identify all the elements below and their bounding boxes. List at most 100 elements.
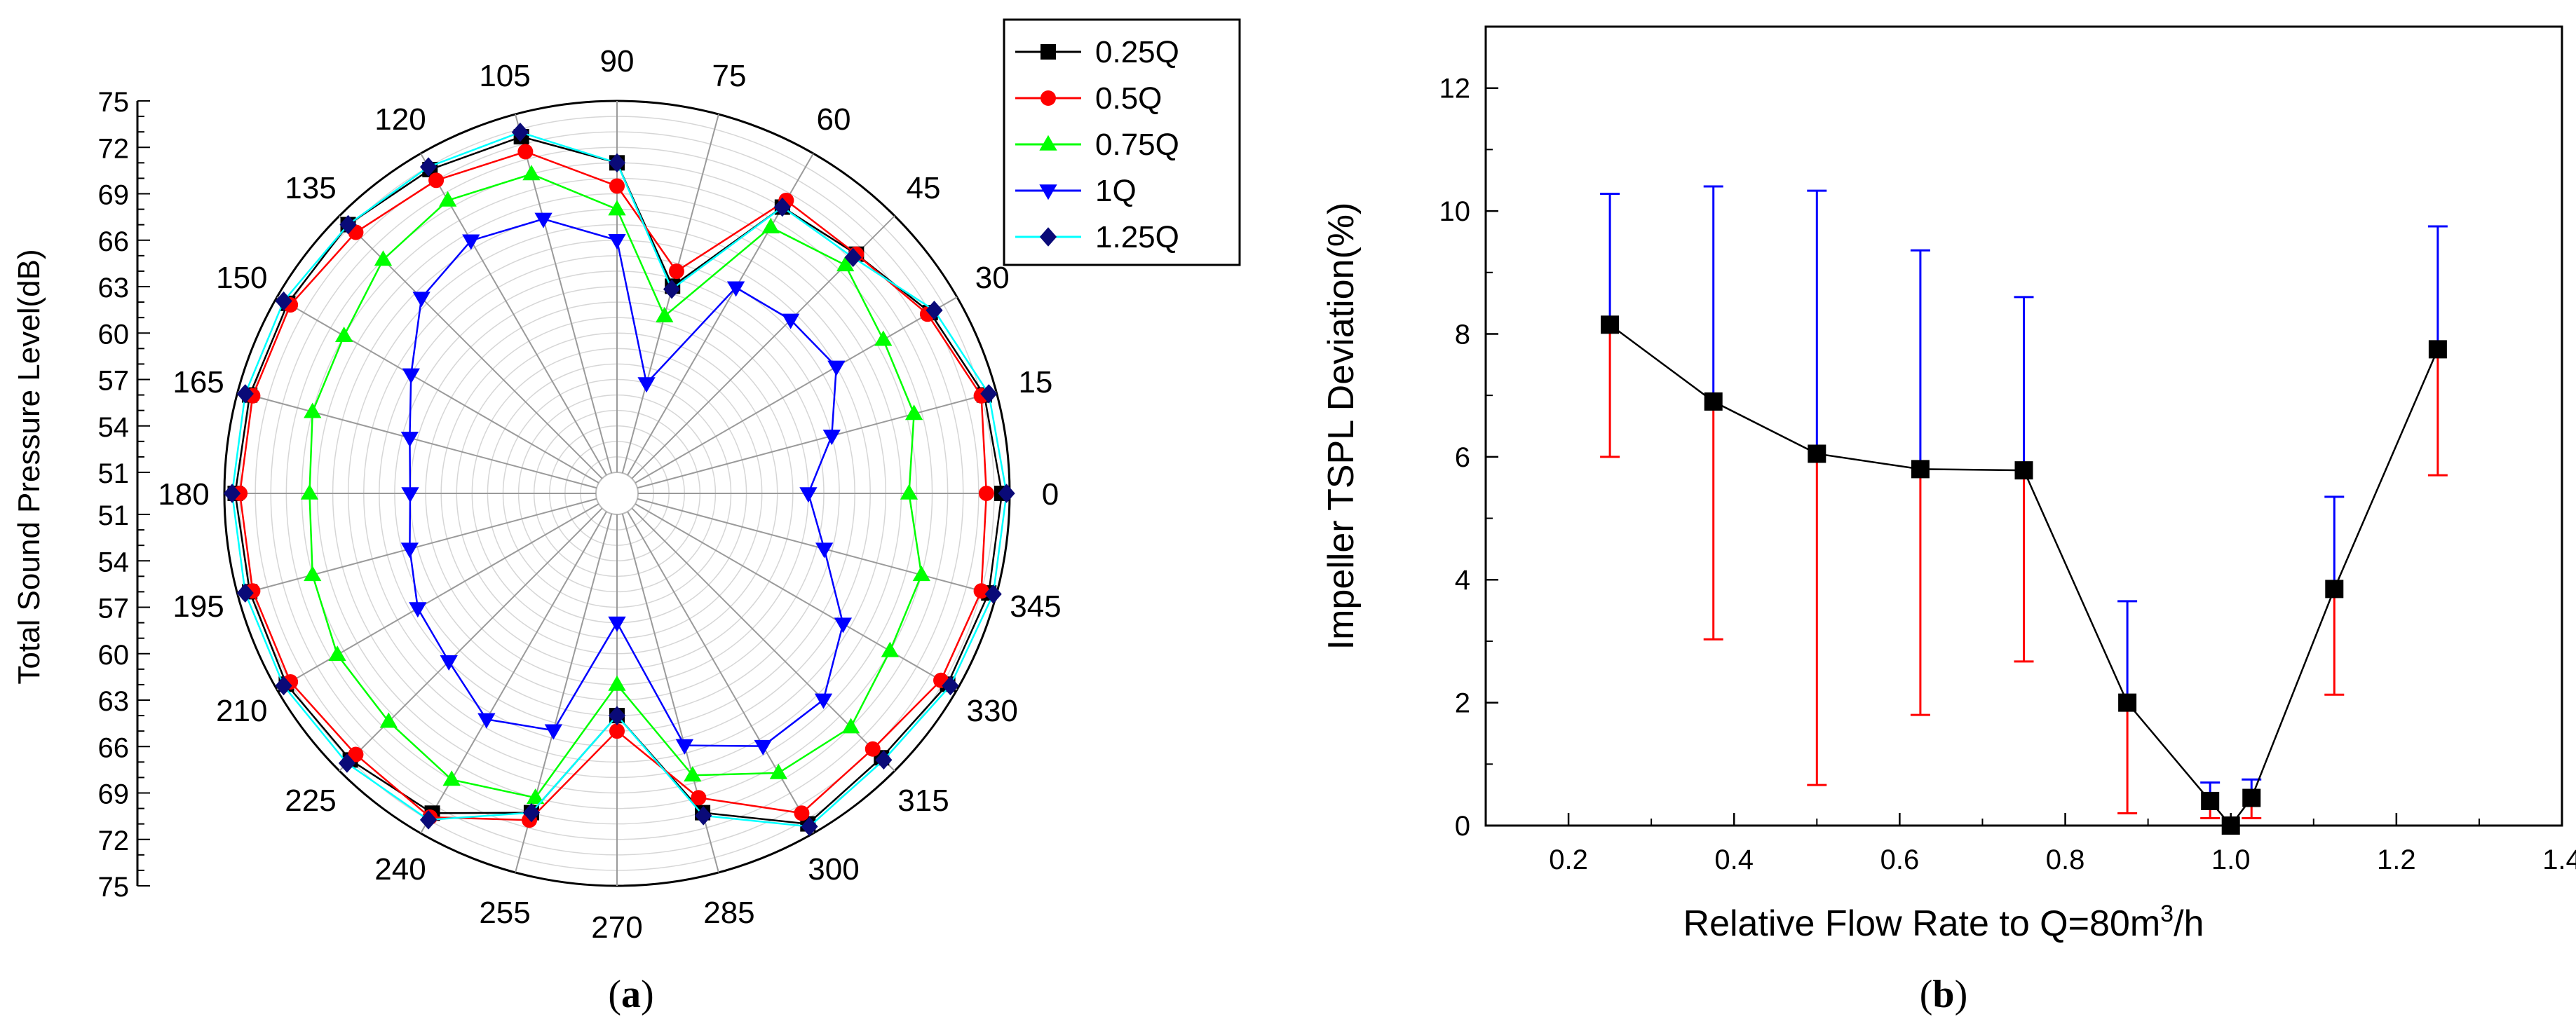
data-point <box>781 313 800 329</box>
y-tick-label: 12 <box>1439 74 1471 104</box>
error-bar-lower <box>1703 401 1723 641</box>
radial-tick-label: 66 <box>98 732 130 763</box>
angle-labels: 0 15 30 45 60 75 90 105 120 135 150 165 180 195 210 225… <box>158 44 1061 945</box>
angle-tick-label: 345 <box>1010 589 1061 624</box>
data-point <box>836 256 855 272</box>
data-point <box>608 616 626 632</box>
radial-axis: 51 51 54 54 57 57 60 60 63 63 66 66 69 69 72 72 75 75 <box>98 87 150 903</box>
data-point <box>769 763 787 779</box>
data-point <box>942 676 959 696</box>
data-point <box>534 212 553 228</box>
polar-spoke <box>237 391 597 489</box>
data-point <box>236 384 254 404</box>
data-point <box>875 750 893 770</box>
data-point <box>827 360 846 376</box>
radial-tick-label: 75 <box>98 872 130 903</box>
data-point <box>348 746 364 762</box>
y-axis-label: Impeller TSPL Deviation(%) <box>1321 203 1362 650</box>
radial-tick-label: 72 <box>98 826 130 856</box>
radial-tick-label: 69 <box>98 779 130 810</box>
data-point <box>304 566 322 582</box>
data-point <box>374 250 393 266</box>
data-point <box>511 122 529 142</box>
x-tick-label: 1.0 <box>2211 844 2251 875</box>
data-point <box>608 153 626 173</box>
legend-box <box>1003 18 1241 266</box>
y-tick-label: 4 <box>1455 565 1470 596</box>
data-point <box>236 583 254 603</box>
panel-label-a: (a) <box>608 973 653 1016</box>
angle-tick-label: 195 <box>172 589 224 624</box>
data-point <box>442 770 461 786</box>
radial-tick-label: 51 <box>98 458 130 489</box>
series-0.75Q <box>300 165 930 805</box>
legend-marker <box>1040 90 1056 106</box>
radial-tick-label: 54 <box>98 547 130 577</box>
data-point <box>526 788 545 805</box>
radial-tick-label: 57 <box>98 366 130 397</box>
legend-item: 0.75Q <box>1015 128 1179 162</box>
plot-frame <box>1484 25 2563 827</box>
legend-item: 0.25Q <box>1015 35 1179 69</box>
angle-tick-label: 135 <box>285 171 336 205</box>
data-point <box>2014 461 2033 480</box>
data-point <box>609 178 625 194</box>
data-point <box>608 706 626 725</box>
data-point <box>440 655 458 671</box>
data-point <box>2325 580 2344 598</box>
angle-tick-label: 180 <box>158 477 209 512</box>
radial-tick-label: 60 <box>98 319 130 350</box>
data-point <box>412 292 431 308</box>
angle-tick-label: 105 <box>479 59 530 93</box>
data-point <box>844 247 862 268</box>
x-tick-label: 1.2 <box>2377 844 2416 875</box>
legend-label: 1.25Q <box>1095 220 1179 254</box>
data-point <box>978 486 994 501</box>
data-point <box>401 487 419 503</box>
radial-tick-label: 75 <box>98 87 130 118</box>
data-point <box>402 368 420 384</box>
x-tick-label: 0.6 <box>1880 844 1920 875</box>
error-bar-lower <box>2324 589 2345 696</box>
angle-tick-label: 240 <box>374 852 426 887</box>
data-point <box>275 291 292 311</box>
line-axes: 0.2 0.4 0.6 0.8 1.0 1.2 1.4 0 2 4 6 8 10 12 <box>1439 26 2576 875</box>
data-point <box>1911 460 1930 479</box>
angle-tick-label: 165 <box>172 365 224 399</box>
error-bar-upper <box>2324 495 2345 589</box>
data-point <box>684 766 702 782</box>
error-bar-lower <box>2117 702 2138 814</box>
error-bar-upper <box>1807 189 1827 454</box>
data-point <box>608 675 626 691</box>
data-point <box>419 157 438 177</box>
radial-tick-label: 60 <box>98 640 130 671</box>
error-bar-upper <box>2014 296 2034 471</box>
polar-series <box>223 122 1015 837</box>
polar-spoke <box>276 296 599 484</box>
angle-tick-label: 285 <box>703 896 754 930</box>
angle-tick-label: 30 <box>975 261 1010 295</box>
data-point <box>300 484 319 500</box>
y-tick-label: 0 <box>1455 811 1470 842</box>
legend-label: 1Q <box>1095 174 1137 208</box>
angle-tick-label: 210 <box>216 694 267 728</box>
radial-tick-label: 72 <box>98 133 130 164</box>
data-point <box>814 693 833 709</box>
data-point <box>695 806 712 826</box>
data-point <box>339 214 357 235</box>
series-1Q <box>400 212 853 755</box>
angle-tick-label: 45 <box>907 171 941 205</box>
data-point <box>973 583 989 599</box>
data-point <box>522 165 541 181</box>
legend-item: 0.5Q <box>1015 81 1162 116</box>
legend-label: 0.75Q <box>1095 128 1179 162</box>
data-point <box>822 430 841 446</box>
error-bar-lower <box>2427 349 2448 477</box>
polar-spoke <box>420 153 607 476</box>
line-chart: 0.2 0.4 0.6 0.8 1.0 1.2 1.4 0 2 4 6 8 10 12 Relative … <box>1321 25 2576 944</box>
data-point <box>984 584 1002 604</box>
legend-marker <box>1040 44 1056 60</box>
data-point <box>691 790 707 806</box>
angle-tick-label: 330 <box>966 694 1017 728</box>
